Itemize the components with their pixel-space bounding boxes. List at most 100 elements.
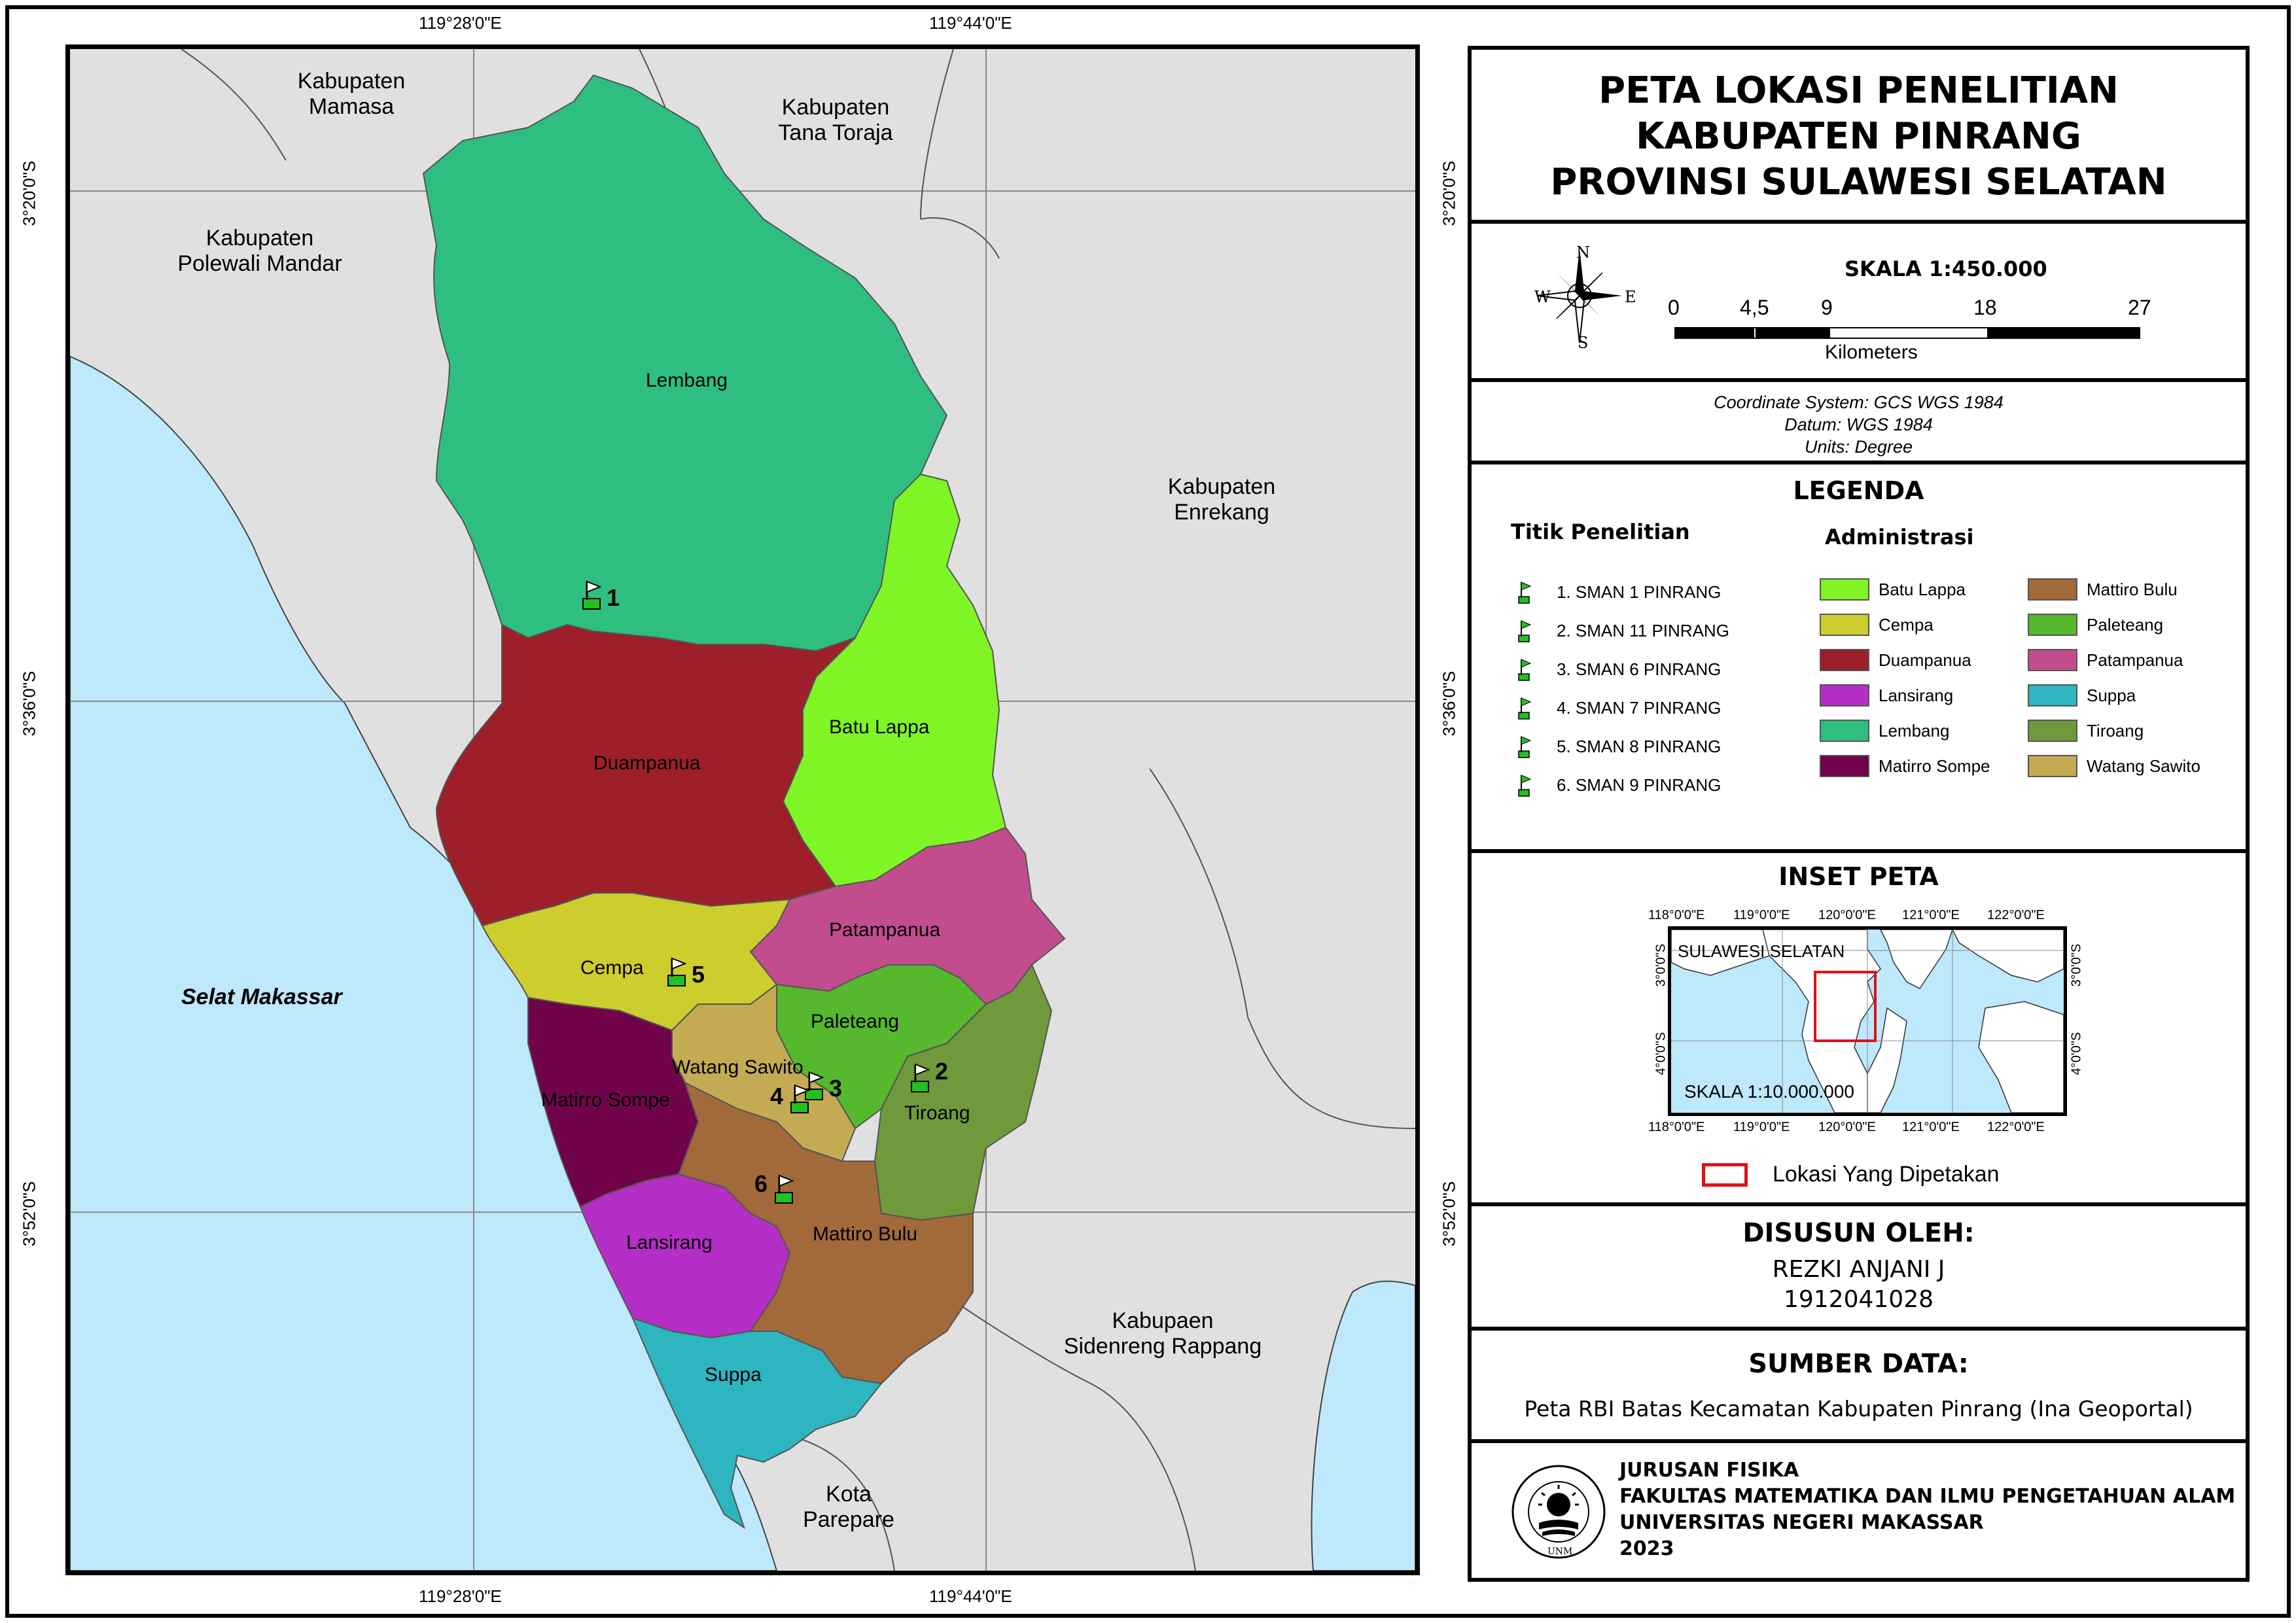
legend-swatch-cempa — [1820, 614, 1869, 636]
logo-abbr: UNM — [1547, 1546, 1573, 1557]
district-duampanua — [435, 623, 856, 927]
compass-n: N — [1576, 243, 1590, 262]
author-name: REZKI ANJANI J — [1772, 1256, 1945, 1283]
flag-icon — [1518, 697, 1532, 720]
scale-label: SKALA 1:450.000 — [1845, 256, 2047, 281]
label-paleteang: Paleteang — [811, 1011, 900, 1032]
institution-panel: UNM JURUSAN FISIKA FAKULTAS MATEMATIKA D… — [1468, 1439, 2250, 1582]
inset-title: INSET PETA — [1778, 862, 1939, 891]
inset-region-label: SULAWESI SELATAN — [1678, 941, 1845, 961]
source-panel: SUMBER DATA: Peta RBI Batas Kecamatan Ka… — [1468, 1327, 2250, 1443]
inset-map[interactable]: SULAWESI SELATAN SKALA 1:10.000.000 — [1668, 926, 2067, 1116]
legend-admin-label: Watang Sawito — [2087, 756, 2200, 776]
author-title: DISUSUN OLEH: — [1742, 1218, 1975, 1248]
title-panel: PETA LOKASI PENELITIAN KABUPATEN PINRANG… — [1468, 46, 2250, 224]
institution-line-2: FAKULTAS MATEMATIKA DAN ILMU PENGETAHUAN… — [1619, 1485, 2236, 1508]
crs-line-2: Datum: WGS 1984 — [1784, 415, 1933, 434]
legend-admin-label: Lembang — [1879, 721, 1950, 741]
institution-line-4: 2023 — [1619, 1537, 1674, 1560]
label-matirro-sompe: Matirro Sompe — [541, 1089, 670, 1111]
lat-label-left-2: 3°36'0"S — [19, 671, 39, 737]
legend-panel: LEGENDA Titik Penelitian Administrasi 1.… — [1468, 461, 2250, 853]
inset-lon-label: 118°0'0"E — [1648, 908, 1705, 922]
inset-lon-label: 122°0'0"E — [1987, 1120, 2045, 1134]
source-text: Peta RBI Batas Kecamatan Kabupaten Pinra… — [1524, 1396, 2193, 1422]
label-lembang: Lembang — [646, 370, 728, 391]
inset-lon-label: 118°0'0"E — [1648, 1120, 1705, 1134]
label-watang-sawito: Watang Sawito — [672, 1056, 804, 1078]
point-number: 4 — [770, 1083, 784, 1109]
flag-icon — [1518, 582, 1532, 604]
legend-admin-label: Tiroang — [2087, 721, 2144, 741]
legend-admin-label: Suppa — [2087, 686, 2136, 705]
compass-rose-icon — [1536, 249, 1622, 343]
scale-tick-0: 0 — [1668, 296, 1680, 319]
point-number: 2 — [935, 1058, 949, 1085]
legend-swatch-duampanua — [1820, 649, 1869, 671]
inset-scale-label: SKALA 1:10.000.000 — [1684, 1081, 1854, 1102]
flag-icon — [911, 1063, 930, 1092]
legend-swatch-matirro-sompe — [1820, 755, 1869, 777]
flag-icon — [1518, 775, 1532, 797]
legend-point-label: 1. SMAN 1 PINRANG — [1557, 582, 1722, 602]
flag-icon — [667, 957, 687, 986]
label-mattiro-bulu: Mattiro Bulu — [813, 1223, 918, 1245]
outer-frame — [5, 5, 2291, 1618]
label-parepare: Kota Parepare — [803, 1482, 894, 1532]
flag-icon — [1518, 659, 1532, 681]
lon-label-top-left: 119°28'0"E — [419, 13, 502, 33]
scale-tick-1: 4,5 — [1740, 296, 1769, 319]
lat-label-right-2: 3°36'0"S — [1439, 671, 1459, 737]
point-number: 3 — [829, 1075, 843, 1102]
label-sidenreng-rappang: Kabupaen Sidenreng Rappang — [1063, 1308, 1262, 1359]
location-legend-label: Lokasi Yang Dipetakan — [1773, 1162, 2000, 1187]
university-logo-icon — [1511, 1465, 1606, 1559]
inset-lon-label: 121°0'0"E — [1902, 1120, 1960, 1134]
institution-line-3: UNIVERSITAS NEGERI MAKASSAR — [1619, 1511, 1984, 1534]
legend-admin-label: Duampanua — [1879, 650, 1971, 670]
inset-lon-label: 121°0'0"E — [1902, 908, 1960, 922]
legend-swatch-mattiro-bulu — [2028, 578, 2077, 601]
label-enrekang: Kabupaten Enrekang — [1167, 474, 1276, 525]
location-legend-swatch — [1702, 1163, 1748, 1187]
legend-swatch-patampanua — [2028, 649, 2077, 671]
legend-swatch-lembang — [1820, 720, 1869, 742]
legend-admin-label: Matirro Sompe — [1879, 756, 1990, 776]
legend-point-label: 2. SMAN 11 PINRANG — [1557, 621, 1729, 640]
label-mamasa: Kabupaten Mamasa — [297, 69, 406, 119]
scale-tick-3: 18 — [1973, 296, 1997, 319]
flag-icon — [805, 1071, 824, 1100]
legend-title: LEGENDA — [1793, 476, 1924, 505]
map-title: PETA LOKASI PENELITIAN KABUPATEN PINRANG… — [1550, 69, 2167, 203]
source-title: SUMBER DATA: — [1748, 1349, 1969, 1379]
legend-swatch-lansirang — [1820, 684, 1869, 707]
district-lansirang — [579, 1173, 791, 1339]
legend-swatch-suppa — [2028, 684, 2077, 707]
lat-label-right-1: 3°20'0"S — [1439, 160, 1459, 226]
compass-s: S — [1578, 334, 1589, 352]
legend-point-label: 4. SMAN 7 PINRANG — [1557, 698, 1722, 718]
author-panel: DISUSUN OLEH: REZKI ANJANI J 1912041028 — [1468, 1202, 2250, 1331]
point-number: 5 — [692, 961, 705, 988]
scale-unit: Kilometers — [1825, 341, 1918, 363]
crs-line-3: Units: Degree — [1804, 437, 1913, 457]
label-tiroang: Tiroang — [904, 1102, 970, 1124]
inset-lon-label: 119°0'0"E — [1733, 908, 1790, 922]
point-number: 6 — [754, 1170, 768, 1197]
legend-admin-label: Batu Lappa — [1879, 580, 1966, 599]
legend-admin-label: Patampanua — [2087, 650, 2183, 670]
label-cempa: Cempa — [580, 957, 644, 979]
legend-admin-label: Mattiro Bulu — [2087, 580, 2178, 599]
main-map[interactable]: Kabupaten Mamasa Kabupaten Tana Toraja Kab… — [65, 44, 1420, 1575]
inset-lat-right-1: 3°0'0"S — [2069, 943, 2084, 987]
legend-swatch-watang-sawito — [2028, 755, 2077, 777]
compass-w: W — [1534, 288, 1551, 306]
inset-lat-left-1: 3°0'0"S — [1653, 943, 1669, 987]
flag-icon — [790, 1084, 810, 1113]
label-suppa: Suppa — [705, 1364, 762, 1386]
flag-icon — [1518, 620, 1532, 642]
legend-point-label: 6. SMAN 9 PINRANG — [1557, 775, 1722, 795]
lon-label-bottom-left: 119°28'0"E — [419, 1586, 502, 1606]
lon-label-bottom-right: 119°44'0"E — [929, 1586, 1012, 1606]
lat-label-left-3: 3°52'0"S — [19, 1181, 39, 1247]
